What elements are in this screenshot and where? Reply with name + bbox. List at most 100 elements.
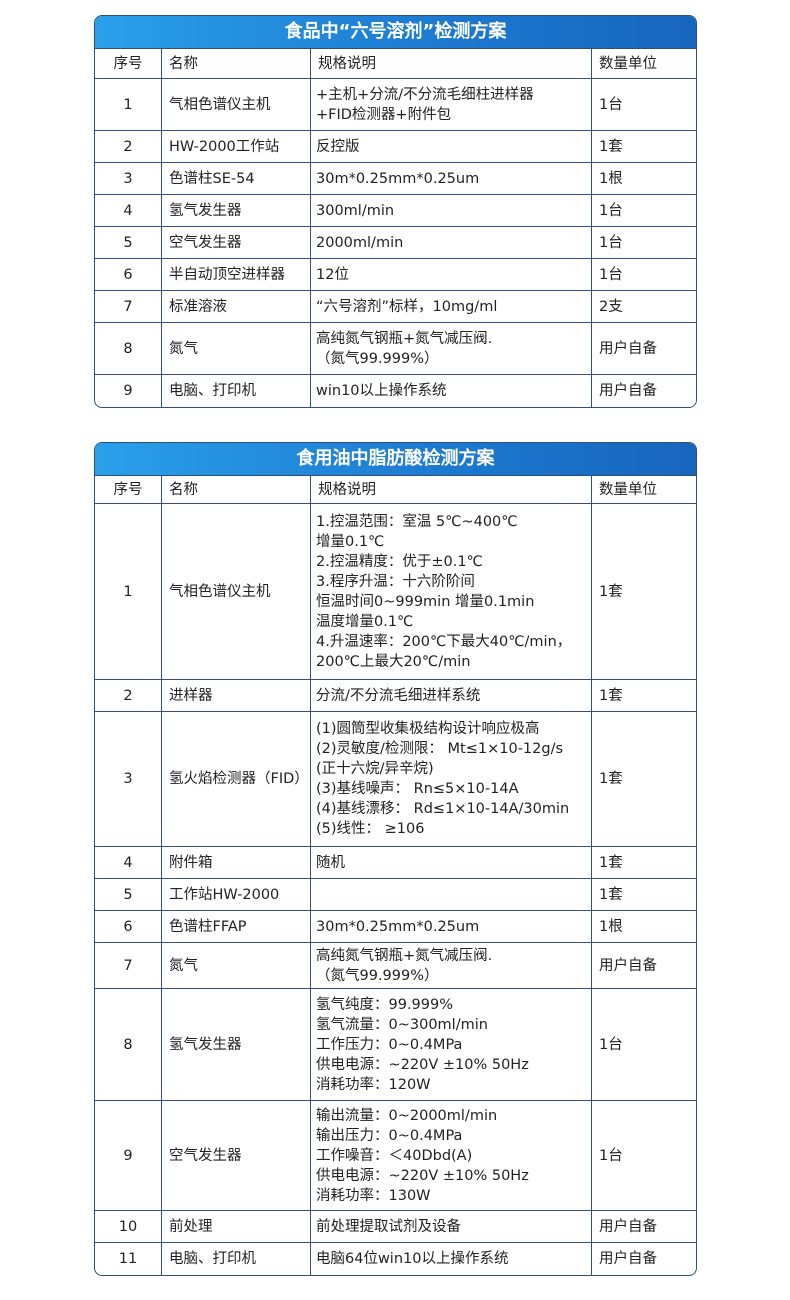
data-table: 序号 名称 规格说明 数量单位 1 气相色谱仪主机 1.控温范围：室温 5℃~400℃ 增量0… [95,475,696,1275]
item-spec: 反控版 [310,130,592,163]
row-number: 6 [95,910,162,943]
fatty-acid-plan-table: 食用油中脂肪酸检测方案 序号 名称 规格说明 数量单位 1 气相色谱仪主机 1.控温范围：室温… [94,442,697,1276]
item-unit: 1套 [591,130,696,163]
table-row: 7 氮气 高纯氮气钢瓶+氮气减压阀. （氮气99.999%） 用户自备 [95,942,696,989]
spec-line: win10以上操作系统 [316,382,447,399]
item-spec: 高纯氮气钢瓶+氮气减压阀. （氮气99.999%） [310,942,592,989]
spec-line: 供电电源：~220V ±10% 50Hz [316,1056,529,1073]
item-unit: 1套 [591,878,696,911]
row-number: 7 [95,290,162,323]
table-row: 7 标准溶液 “六号溶剂”标样，10mg/ml 2支 [95,290,696,323]
table-title: 食用油中脂肪酸检测方案 [95,443,696,475]
item-name: 氮气 [161,942,311,989]
row-number: 9 [95,1100,162,1211]
spec-line: 工作噪音：＜40Dbd(A) [316,1147,473,1164]
table-row: 11 电脑、打印机 电脑64位win10以上操作系统 用户自备 [95,1242,696,1275]
item-name: 气相色谱仪主机 [161,78,311,131]
item-unit: 1根 [591,910,696,943]
table-row: 2 HW-2000工作站 反控版 1套 [95,130,696,163]
header-unit: 数量单位 [591,48,696,79]
item-spec: +主机+分流/不分流毛细柱进样器 +FID检测器+附件包 [310,78,592,131]
item-name: 前处理 [161,1210,311,1243]
item-spec: 氢气纯度：99.999% 氢气流量：0~300ml/min 工作压力：0~0.4MP… [310,988,592,1101]
spec-line: (1)圆筒型收集极结构设计响应极高 [316,721,540,737]
row-number: 5 [95,878,162,911]
spec-line: 300ml/min [316,202,395,219]
data-table: 序号 名称 规格说明 数量单位 1 气相色谱仪主机 +主机+分流/不分流毛细柱进样器 +FID… [95,48,696,407]
item-name: 氮气 [161,322,311,375]
header-spec: 规格说明 [310,48,592,79]
spec-line: 30m*0.25mm*0.25um [316,918,480,935]
item-spec: 随机 [310,846,592,879]
item-name: 气相色谱仪主机 [161,503,311,680]
item-unit: 1套 [591,503,696,680]
item-name: 氢气发生器 [161,988,311,1101]
table-row: 5 空气发生器 2000ml/min 1台 [95,226,696,259]
table-row: 1 气相色谱仪主机 +主机+分流/不分流毛细柱进样器 +FID检测器+附件包 1台 [95,78,696,131]
header-row: 序号 名称 规格说明 数量单位 [95,48,696,79]
table-row: 1 气相色谱仪主机 1.控温范围：室温 5℃~400℃ 增量0.1℃ 2.控温精度：优于… [95,503,696,680]
spec-line: 增量0.1℃ [316,533,385,550]
row-number: 2 [95,130,162,163]
spec-line: 消耗功率：120W [316,1076,431,1093]
item-name: 氢火焰检测器（FID） [161,711,311,847]
item-unit: 用户自备 [591,1242,696,1275]
row-number: 1 [95,78,162,131]
row-number: 10 [95,1210,162,1243]
row-number: 6 [95,258,162,291]
item-unit: 1台 [591,1100,696,1211]
row-number: 11 [95,1242,162,1275]
header-name: 名称 [161,48,311,79]
spec-line: 2.控温精度：优于±0.1℃ [316,553,483,570]
spec-line: 消耗功率：130W [316,1187,431,1204]
table-row: 2 进样器 分流/不分流毛细进样系统 1套 [95,679,696,712]
spec-line: 4.升温速率：200℃下最大40℃/min， [316,633,572,650]
spec-line: 分流/不分流毛细进样系统 [316,687,481,704]
row-number: 5 [95,226,162,259]
item-spec: 30m*0.25mm*0.25um [310,910,592,943]
item-spec: 输出流量：0~2000ml/min 输出压力：0~0.4MPa 工作噪音：＜40Db… [310,1100,592,1211]
item-name: 空气发生器 [161,1100,311,1211]
table-row: 3 氢火焰检测器（FID） (1)圆筒型收集极结构设计响应极高 (2)灵敏度/检测限：… [95,711,696,847]
row-number: 4 [95,846,162,879]
item-name: 电脑、打印机 [161,1242,311,1275]
item-name: 空气发生器 [161,226,311,259]
row-number: 3 [95,711,162,847]
item-name: 进样器 [161,679,311,712]
item-name: 色谱柱FFAP [161,910,311,943]
table-row: 6 色谱柱FFAP 30m*0.25mm*0.25um 1根 [95,910,696,943]
table-row: 4 附件箱 随机 1套 [95,846,696,879]
item-spec: (1)圆筒型收集极结构设计响应极高 (2)灵敏度/检测限： Mt≤1×10-12g… [310,711,592,847]
item-spec: win10以上操作系统 [310,374,592,407]
item-spec: 12位 [310,258,592,291]
spec-line: (4)基线漂移： Rd≤1×10-14A/30min [316,801,570,817]
header-no: 序号 [95,48,162,79]
item-name: 氢气发生器 [161,194,311,227]
row-number: 7 [95,942,162,989]
table-row: 8 氮气 高纯氮气钢瓶+氮气减压阀. （氮气99.999%） 用户自备 [95,322,696,375]
item-unit: 2支 [591,290,696,323]
spec-line: （氮气99.999%） [316,967,439,984]
item-name: 电脑、打印机 [161,374,311,407]
spec-line: 氢气纯度：99.999% [316,996,454,1013]
spec-line: 工作压力：0~0.4MPa [316,1036,463,1053]
spec-line: 前处理提取试剂及设备 [316,1218,461,1235]
spec-line: 12位 [316,266,349,283]
spec-line: 2000ml/min [316,234,404,251]
spec-line: +主机+分流/不分流毛细柱进样器 [316,86,534,103]
spec-line: +FID检测器+附件包 [316,106,452,123]
table-row: 10 前处理 前处理提取试剂及设备 用户自备 [95,1210,696,1243]
item-spec: 电脑64位win10以上操作系统 [310,1242,592,1275]
spec-line: (正十六烷/异辛烷) [316,761,434,777]
row-number: 1 [95,503,162,680]
item-unit: 1台 [591,988,696,1101]
item-spec: 分流/不分流毛细进样系统 [310,679,592,712]
item-name: 半自动顶空进样器 [161,258,311,291]
spec-line: 电脑64位win10以上操作系统 [316,1250,509,1267]
row-number: 4 [95,194,162,227]
table-row: 8 氢气发生器 氢气纯度：99.999% 氢气流量：0~300ml/min 工作压力：0… [95,988,696,1101]
item-unit: 1台 [591,258,696,291]
spec-line: 随机 [316,854,345,871]
item-spec: 30m*0.25mm*0.25um [310,162,592,195]
item-name: 色谱柱SE-54 [161,162,311,195]
